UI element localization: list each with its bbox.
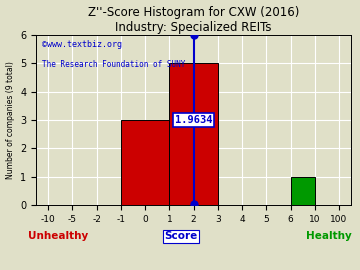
Title: Z''-Score Histogram for CXW (2016)
Industry: Specialized REITs: Z''-Score Histogram for CXW (2016) Indus… [88,6,299,33]
Text: ©www.textbiz.org: ©www.textbiz.org [42,40,122,49]
Bar [169,63,218,205]
Text: The Research Foundation of SUNY: The Research Foundation of SUNY [42,60,186,69]
Text: Unhealthy: Unhealthy [28,231,88,241]
Text: 1.9634: 1.9634 [175,115,212,125]
Bar [121,120,169,205]
Y-axis label: Number of companies (9 total): Number of companies (9 total) [5,61,14,179]
Bar [291,177,315,205]
Text: Score: Score [165,231,198,241]
Text: Healthy: Healthy [306,231,352,241]
